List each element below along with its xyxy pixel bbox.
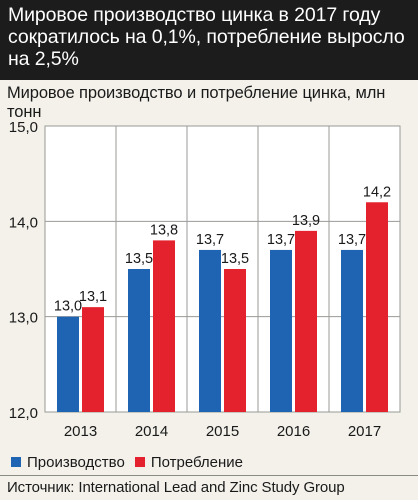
chart-area: 12,0 13,0 14,0 15,0 13,0 13,1 2013 13,5 13,8 2014… xyxy=(0,106,418,456)
x-tick-label: 2014 xyxy=(135,423,168,440)
data-label: 13,7 xyxy=(338,232,366,248)
data-label: 13,5 xyxy=(125,251,153,267)
y-tick-label: 12,0 xyxy=(9,405,38,422)
chart-header: Мировое производство цинка в 2017 году с… xyxy=(0,0,418,80)
data-label: 13,9 xyxy=(292,213,320,229)
legend-swatch-production xyxy=(11,457,21,467)
x-tick-label: 2016 xyxy=(277,423,310,440)
bar-consumption xyxy=(366,202,388,412)
bar-consumption xyxy=(153,240,175,412)
x-tick-label: 2013 xyxy=(64,423,97,440)
bar-production xyxy=(128,269,150,412)
data-label: 13,1 xyxy=(79,289,107,305)
chart-headline: Мировое производство цинка в 2017 году с… xyxy=(8,4,405,70)
y-tick-label: 14,0 xyxy=(9,214,38,231)
bar-production xyxy=(57,316,79,412)
chart-title: Мировое производство и потребление цинка… xyxy=(7,84,386,121)
bar-production xyxy=(199,249,221,412)
data-label: 13,7 xyxy=(267,232,295,248)
legend-item-production: Производство xyxy=(11,454,125,471)
bar-consumption xyxy=(82,307,104,412)
bar-production xyxy=(341,249,363,412)
y-tick-label: 13,0 xyxy=(9,310,38,327)
data-label: 13,0 xyxy=(54,299,82,315)
x-tick-label: 2017 xyxy=(348,423,381,440)
data-label: 13,7 xyxy=(196,232,224,248)
legend-label-consumption: Потребление xyxy=(150,453,244,471)
source-note: Источник: International Lead and Zinc St… xyxy=(7,479,345,496)
legend: Производство Потребление xyxy=(11,452,253,472)
plot-background xyxy=(44,125,401,413)
footer-divider xyxy=(0,475,418,476)
legend-item-consumption: Потребление xyxy=(134,453,244,471)
bar-chart: 12,013,014,015,013,013,1201313,513,82014… xyxy=(9,119,401,440)
data-label: 13,5 xyxy=(221,251,249,267)
legend-swatch-consumption xyxy=(134,457,145,467)
bar-production xyxy=(270,249,292,412)
bar-consumption xyxy=(295,230,317,412)
x-tick-label: 2015 xyxy=(206,423,239,440)
y-tick-label: 15,0 xyxy=(9,119,38,136)
data-label: 13,8 xyxy=(150,222,178,238)
data-label: 14,2 xyxy=(363,184,391,200)
bar-consumption xyxy=(224,269,246,412)
legend-label-production: Производство xyxy=(27,453,125,471)
